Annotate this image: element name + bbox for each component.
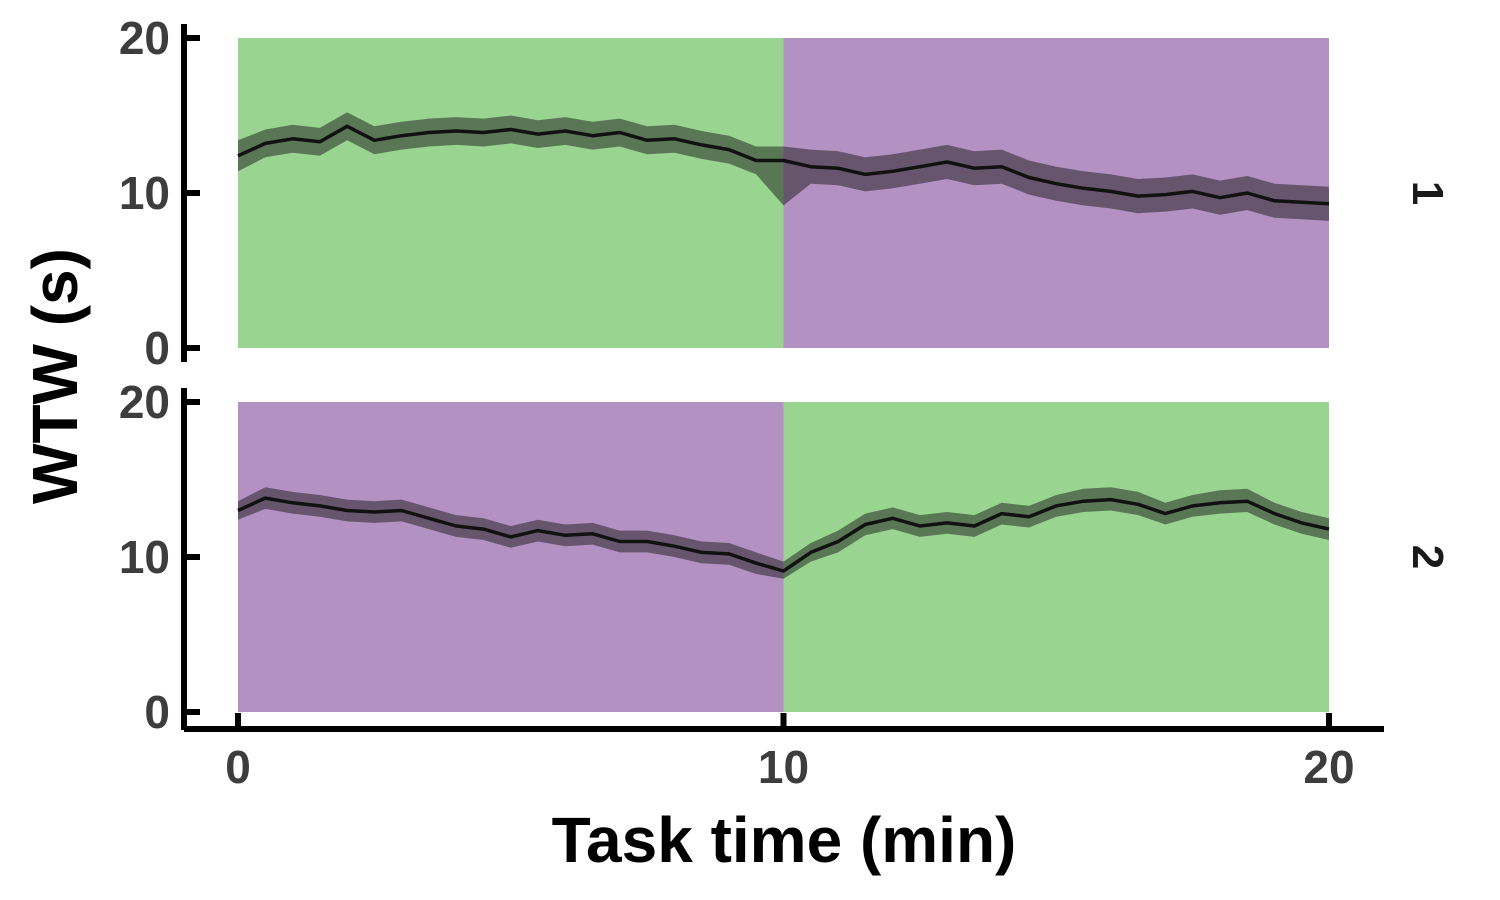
y-tick-label: 0 bbox=[144, 686, 170, 738]
y-axis-title: WTW (s) bbox=[19, 248, 91, 504]
panel-2 bbox=[237, 402, 1330, 712]
mean-line bbox=[237, 124, 1330, 206]
x-axis-title: Task time (min) bbox=[552, 804, 1017, 876]
y-tick-label: 10 bbox=[119, 531, 170, 583]
confidence-ribbon bbox=[238, 112, 1329, 221]
x-tick-label: 20 bbox=[1303, 741, 1354, 793]
x-tick-label: 10 bbox=[758, 741, 809, 793]
strip-label-1: 1 bbox=[1403, 181, 1452, 205]
mean-line bbox=[237, 496, 1330, 573]
y-tick-label: 20 bbox=[119, 376, 170, 428]
x-tick-label: 0 bbox=[225, 741, 251, 793]
panel-1 bbox=[237, 38, 1330, 348]
strip-label-2: 2 bbox=[1403, 545, 1452, 569]
condition-block-green bbox=[238, 38, 784, 348]
panels-layer bbox=[237, 38, 1330, 712]
condition-block-green bbox=[783, 402, 1329, 712]
confidence-ribbon bbox=[238, 487, 1329, 579]
y-tick-label: 0 bbox=[144, 322, 170, 374]
y-tick-label: 10 bbox=[119, 167, 170, 219]
y-tick-label: 20 bbox=[119, 12, 170, 64]
